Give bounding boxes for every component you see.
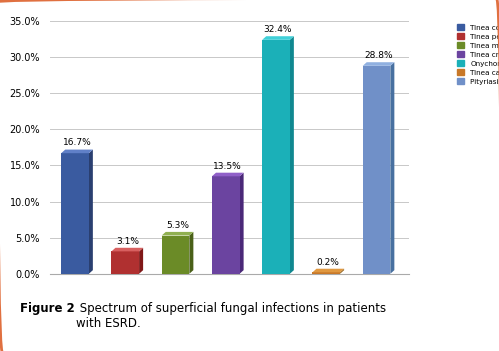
Text: 13.5%: 13.5% <box>214 161 242 171</box>
Bar <box>111 251 139 274</box>
Polygon shape <box>139 248 143 274</box>
Text: 28.8%: 28.8% <box>364 51 393 60</box>
Bar <box>212 176 240 274</box>
Polygon shape <box>240 173 244 274</box>
Text: 5.3%: 5.3% <box>166 221 189 230</box>
Bar <box>262 40 290 274</box>
Text: 32.4%: 32.4% <box>264 25 292 34</box>
Bar <box>61 153 89 274</box>
Polygon shape <box>89 150 93 274</box>
Polygon shape <box>390 62 394 274</box>
Polygon shape <box>162 232 193 236</box>
Polygon shape <box>312 269 344 272</box>
Polygon shape <box>111 248 143 251</box>
Bar <box>363 66 390 274</box>
Polygon shape <box>212 173 244 176</box>
Text: Figure 2: Figure 2 <box>20 302 75 315</box>
Text: 0.2%: 0.2% <box>317 258 340 266</box>
Text: 3.1%: 3.1% <box>116 237 139 246</box>
Polygon shape <box>262 36 294 40</box>
Bar <box>162 236 189 274</box>
Polygon shape <box>340 269 344 274</box>
Polygon shape <box>189 232 193 274</box>
Legend: Tinea corporis, Tinea pedis, Tinea manuum, Tinea cruris, Onychomycosis, Tinea ca: Tinea corporis, Tinea pedis, Tinea manuu… <box>455 22 499 87</box>
Bar <box>312 272 340 274</box>
Polygon shape <box>290 36 294 274</box>
Text: 16.7%: 16.7% <box>63 138 91 147</box>
Polygon shape <box>363 62 394 66</box>
Polygon shape <box>61 150 93 153</box>
Text: Spectrum of superficial fungal infections in patients
with ESRD.: Spectrum of superficial fungal infection… <box>76 302 386 330</box>
